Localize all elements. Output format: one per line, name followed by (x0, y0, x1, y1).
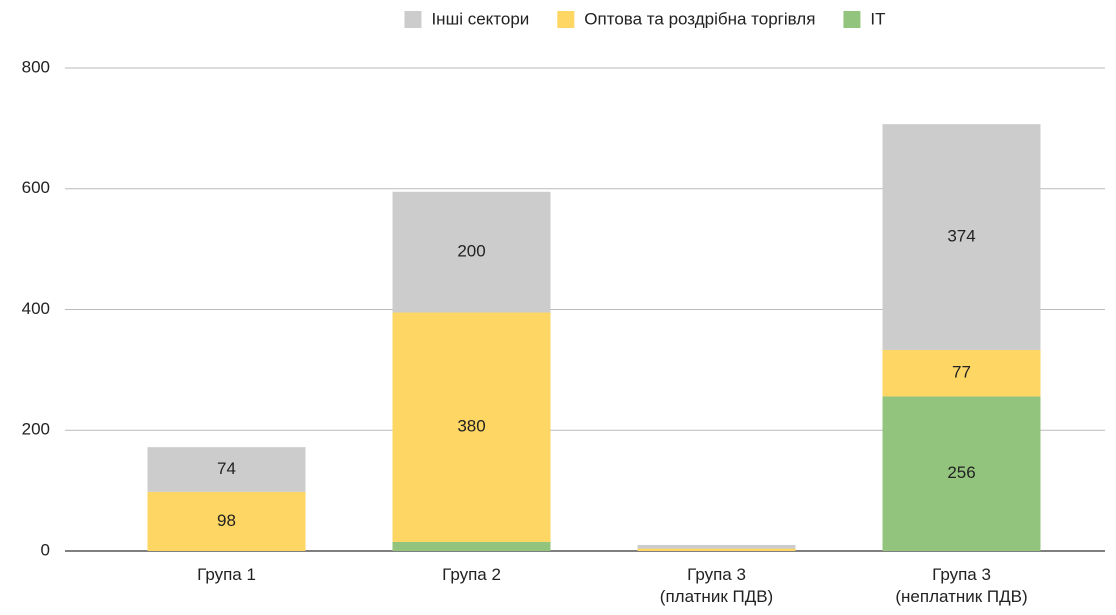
bar-segment (392, 312, 551, 542)
x-tick-label: Група 3 (платник ПДВ) (660, 565, 773, 606)
legend-label: IT (870, 9, 885, 28)
legend-label: Оптова та роздрібна торгівля (584, 9, 815, 28)
data-label: 256 (947, 463, 975, 482)
bar-segment (882, 349, 1041, 397)
x-tick-line: Група 3 (687, 565, 746, 584)
bar-segment (147, 491, 306, 551)
x-tick-label: Група 3 (неплатник ПДВ) (895, 565, 1027, 606)
data-label: 374 (947, 227, 975, 246)
bar-segment (392, 191, 551, 313)
x-tick-line: (платник ПДВ) (660, 587, 773, 606)
bar-segment (147, 447, 306, 492)
x-tick-line: (неплатник ПДВ) (895, 587, 1027, 606)
bar-segment (392, 541, 551, 551)
y-tick-label: 400 (22, 299, 50, 318)
x-tick-line: Група 3 (932, 565, 991, 584)
data-label: 77 (952, 363, 971, 382)
y-tick-label: 800 (22, 57, 50, 76)
legend-swatch (404, 11, 422, 28)
x-tick-line: Група 2 (442, 565, 501, 584)
y-tick-label: 0 (41, 540, 50, 559)
bar-segment (637, 548, 796, 551)
legend-label: Інші сектори (431, 9, 529, 28)
legend-swatch (843, 11, 861, 28)
y-tick-label: 200 (22, 420, 50, 439)
x-tick-label: Група 2 (442, 565, 501, 584)
bar-segment (882, 396, 1041, 551)
legend: Інші сектори Оптова та роздрібна торгівля… (404, 9, 886, 28)
data-label: 98 (217, 511, 236, 530)
bar-segment (637, 544, 796, 549)
y-tick-label: 600 (22, 178, 50, 197)
legend-swatch (557, 11, 575, 28)
x-tick-line: Група 1 (197, 565, 256, 584)
x-tick-label: Група 1 (197, 565, 256, 584)
data-label: 74 (217, 459, 236, 478)
data-label: 380 (457, 417, 485, 436)
bar-segment (882, 124, 1041, 350)
data-label: 200 (457, 242, 485, 261)
